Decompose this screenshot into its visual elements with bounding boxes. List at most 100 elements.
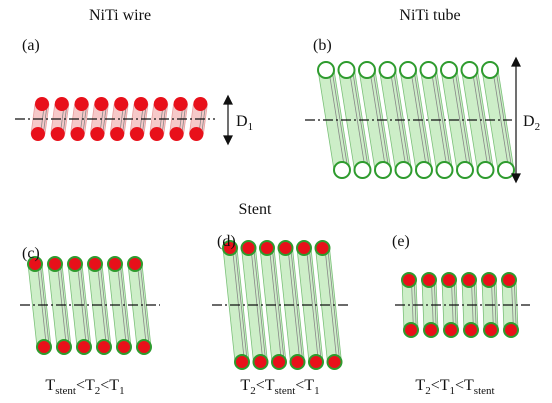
tube-section bbox=[421, 62, 437, 78]
stent-section bbox=[462, 273, 476, 287]
coil bbox=[395, 273, 530, 337]
stent-section bbox=[464, 323, 478, 337]
wire-section bbox=[110, 127, 124, 141]
stent-section bbox=[235, 355, 249, 369]
stent-section bbox=[484, 323, 498, 337]
stent-section bbox=[444, 323, 458, 337]
panel-label: (b) bbox=[313, 37, 332, 54]
wire-section bbox=[170, 127, 184, 141]
caption-sub: stent bbox=[275, 385, 296, 397]
wire-section bbox=[174, 97, 188, 111]
coil bbox=[305, 62, 514, 178]
wire-section bbox=[94, 97, 108, 111]
stent-section bbox=[37, 340, 51, 354]
tube-section bbox=[498, 162, 514, 178]
stent-section bbox=[254, 355, 268, 369]
tube-section bbox=[334, 162, 350, 178]
caption-sub: 1 bbox=[314, 385, 320, 397]
coils bbox=[15, 62, 530, 369]
tube-section bbox=[359, 62, 375, 78]
stent-title: Stent bbox=[239, 201, 272, 218]
caption: T2<T1<Tstent bbox=[415, 377, 494, 397]
stent-section bbox=[279, 241, 293, 255]
tube-section bbox=[482, 62, 498, 78]
coil bbox=[20, 257, 160, 354]
caption-main: T bbox=[240, 377, 250, 394]
dim-main: D bbox=[236, 113, 248, 130]
coil bbox=[15, 97, 215, 141]
panel-label: (e) bbox=[392, 233, 410, 250]
tube-title: NiTi tube bbox=[399, 7, 460, 24]
stent-section bbox=[97, 340, 111, 354]
stent-section bbox=[88, 257, 102, 271]
caption-main: T bbox=[415, 377, 425, 394]
stent-section bbox=[442, 273, 456, 287]
tube-section bbox=[416, 162, 432, 178]
wire-section bbox=[55, 97, 69, 111]
tube-section bbox=[400, 62, 416, 78]
wire-section bbox=[154, 97, 168, 111]
stent-section bbox=[291, 355, 305, 369]
stent-section bbox=[297, 241, 311, 255]
stent-section bbox=[128, 257, 142, 271]
panel-label: (c) bbox=[22, 245, 40, 262]
stent-section bbox=[424, 323, 438, 337]
panel-label: (d) bbox=[217, 233, 236, 250]
caption-main: <T bbox=[295, 377, 314, 394]
tube-section bbox=[355, 162, 371, 178]
tube-section bbox=[396, 162, 412, 178]
caption-main: T bbox=[45, 377, 55, 394]
dimension-label: D2 bbox=[523, 113, 540, 133]
wire-section bbox=[90, 127, 104, 141]
caption: T2<Tstent<T1 bbox=[240, 377, 319, 397]
caption-main: <T bbox=[256, 377, 275, 394]
tube-section bbox=[339, 62, 355, 78]
stent-section bbox=[242, 241, 256, 255]
stent-section bbox=[108, 257, 122, 271]
wire-section bbox=[35, 97, 49, 111]
wire-section bbox=[114, 97, 128, 111]
wire-section bbox=[150, 127, 164, 141]
stent-section bbox=[68, 257, 82, 271]
stent-section bbox=[328, 355, 342, 369]
coil bbox=[212, 241, 348, 369]
stent-section bbox=[57, 340, 71, 354]
wire-section bbox=[193, 97, 207, 111]
stent-section bbox=[117, 340, 131, 354]
stent-section bbox=[260, 241, 274, 255]
stent-section bbox=[309, 355, 323, 369]
stent-section bbox=[402, 273, 416, 287]
caption-sub: stent bbox=[55, 385, 76, 397]
tube-section bbox=[380, 62, 396, 78]
wire-section bbox=[130, 127, 144, 141]
dim-sub: 2 bbox=[535, 121, 541, 133]
stent-section bbox=[404, 323, 418, 337]
dim-sub: 1 bbox=[248, 121, 254, 133]
caption-main: <T bbox=[455, 377, 474, 394]
stent-section bbox=[422, 273, 436, 287]
wire-section bbox=[51, 127, 65, 141]
stent-section bbox=[316, 241, 330, 255]
caption-sub: 1 bbox=[119, 385, 125, 397]
stent-section bbox=[137, 340, 151, 354]
wire-section bbox=[31, 127, 45, 141]
tube-section bbox=[437, 162, 453, 178]
caption-main: <T bbox=[100, 377, 119, 394]
wire-section bbox=[75, 97, 89, 111]
stent-section bbox=[48, 257, 62, 271]
dim-main: D bbox=[523, 113, 535, 130]
wire-section bbox=[189, 127, 203, 141]
dimension-label: D1 bbox=[236, 113, 253, 133]
wire-section bbox=[134, 97, 148, 111]
tube-section bbox=[457, 162, 473, 178]
tube-section bbox=[462, 62, 478, 78]
caption: Tstent<T2<T1 bbox=[45, 377, 124, 397]
stent-section bbox=[482, 273, 496, 287]
tube-section bbox=[375, 162, 391, 178]
tube-section bbox=[318, 62, 334, 78]
figure: NiTi wire NiTi tube Stent (a) (b) (c) (d… bbox=[0, 0, 552, 403]
panel-label: (a) bbox=[22, 37, 40, 54]
caption-main: <T bbox=[76, 377, 95, 394]
stent-section bbox=[272, 355, 286, 369]
caption-sub: stent bbox=[474, 385, 495, 397]
